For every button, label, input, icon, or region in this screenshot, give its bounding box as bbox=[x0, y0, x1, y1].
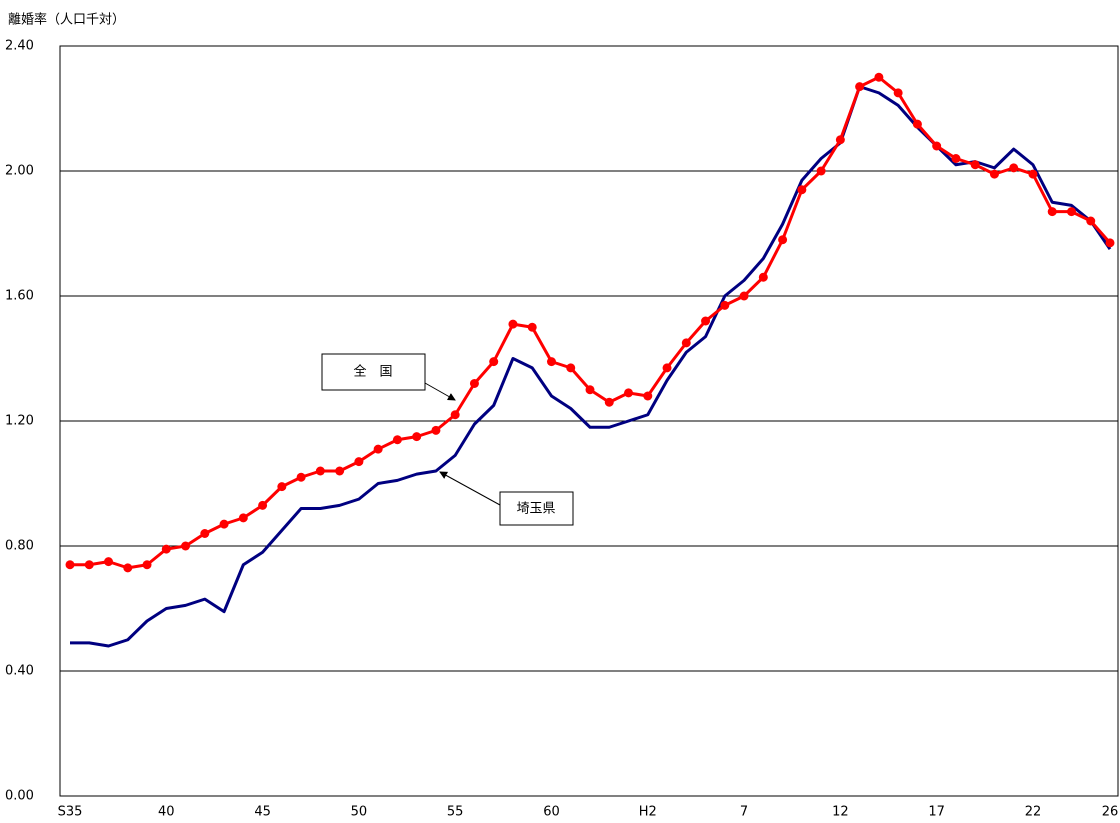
x-tick-label: S35 bbox=[58, 805, 83, 820]
data-point bbox=[681, 338, 691, 348]
x-tick-label: 50 bbox=[351, 805, 368, 820]
x-tick-label: 26 bbox=[1102, 805, 1119, 820]
data-point bbox=[1028, 169, 1038, 179]
x-tick-label: 45 bbox=[254, 805, 271, 820]
y-tick-label: 1.60 bbox=[5, 289, 34, 304]
data-point bbox=[181, 541, 191, 551]
data-point bbox=[585, 385, 595, 395]
data-point bbox=[739, 291, 749, 301]
data-point bbox=[758, 272, 768, 282]
series-line bbox=[70, 75, 1112, 570]
data-point bbox=[373, 444, 383, 454]
y-tick-label: 1.20 bbox=[5, 414, 34, 429]
annotation-arrow bbox=[439, 471, 501, 506]
data-point bbox=[277, 482, 287, 492]
data-point bbox=[835, 135, 845, 145]
x-tick-label: 40 bbox=[158, 805, 175, 820]
annotation-box bbox=[499, 491, 574, 526]
data-point bbox=[624, 388, 634, 398]
data-point bbox=[604, 397, 614, 407]
y-tick-label: 2.00 bbox=[5, 164, 34, 179]
data-point bbox=[431, 425, 441, 435]
data-point bbox=[450, 410, 460, 420]
data-point bbox=[970, 160, 980, 170]
data-point bbox=[1066, 207, 1076, 217]
data-point bbox=[912, 119, 922, 129]
data-point bbox=[1086, 216, 1096, 226]
annotation-arrow bbox=[424, 382, 456, 401]
data-point bbox=[527, 322, 537, 332]
data-point bbox=[1105, 238, 1115, 248]
data-point bbox=[778, 235, 788, 245]
x-tick-label: 7 bbox=[740, 805, 748, 820]
y-tick-label: 2.40 bbox=[5, 39, 34, 54]
data-point bbox=[1047, 207, 1057, 217]
y-tick-label: 0.40 bbox=[5, 664, 34, 679]
x-tick-label: 22 bbox=[1025, 805, 1042, 820]
plot-frame bbox=[59, 45, 1119, 797]
data-point bbox=[258, 500, 268, 510]
x-tick-label: 60 bbox=[543, 805, 560, 820]
data-point bbox=[296, 472, 306, 482]
data-point bbox=[123, 563, 133, 573]
annotation: 全 国 bbox=[353, 364, 392, 380]
y-axis-title: 離婚率（人口千対） bbox=[8, 12, 125, 28]
data-point bbox=[643, 391, 653, 401]
y-tick-label: 0.00 bbox=[5, 789, 34, 804]
data-point bbox=[104, 557, 114, 567]
annotation-box bbox=[321, 353, 426, 391]
x-tick-label: H2 bbox=[639, 805, 657, 820]
data-point bbox=[65, 560, 75, 570]
data-point bbox=[874, 72, 884, 82]
data-point bbox=[392, 435, 402, 445]
data-point bbox=[701, 316, 711, 326]
data-point bbox=[142, 560, 152, 570]
data-point bbox=[951, 154, 961, 163]
data-point bbox=[489, 357, 499, 367]
data-point bbox=[989, 169, 999, 179]
data-point bbox=[335, 466, 345, 476]
data-point bbox=[816, 166, 826, 176]
x-tick-label: 12 bbox=[832, 805, 849, 820]
data-point bbox=[508, 319, 518, 329]
data-point bbox=[84, 560, 94, 570]
data-point bbox=[855, 82, 865, 92]
data-point bbox=[662, 363, 672, 373]
data-point bbox=[354, 457, 364, 467]
data-point bbox=[932, 141, 942, 151]
data-point bbox=[566, 363, 576, 373]
annotation: 埼玉県 bbox=[516, 502, 555, 517]
data-point bbox=[1009, 163, 1019, 173]
data-point bbox=[720, 300, 730, 310]
data-point bbox=[315, 466, 325, 476]
y-tick-label: 0.80 bbox=[5, 539, 34, 554]
data-point bbox=[200, 529, 210, 538]
data-point bbox=[412, 432, 422, 442]
data-point bbox=[893, 88, 903, 98]
data-point bbox=[219, 519, 229, 529]
x-tick-label: 17 bbox=[928, 805, 945, 820]
x-tick-label: 55 bbox=[447, 805, 464, 820]
data-point bbox=[161, 544, 171, 554]
data-point bbox=[797, 185, 807, 195]
data-point bbox=[469, 379, 479, 388]
data-point bbox=[546, 357, 556, 367]
data-point bbox=[238, 513, 248, 523]
